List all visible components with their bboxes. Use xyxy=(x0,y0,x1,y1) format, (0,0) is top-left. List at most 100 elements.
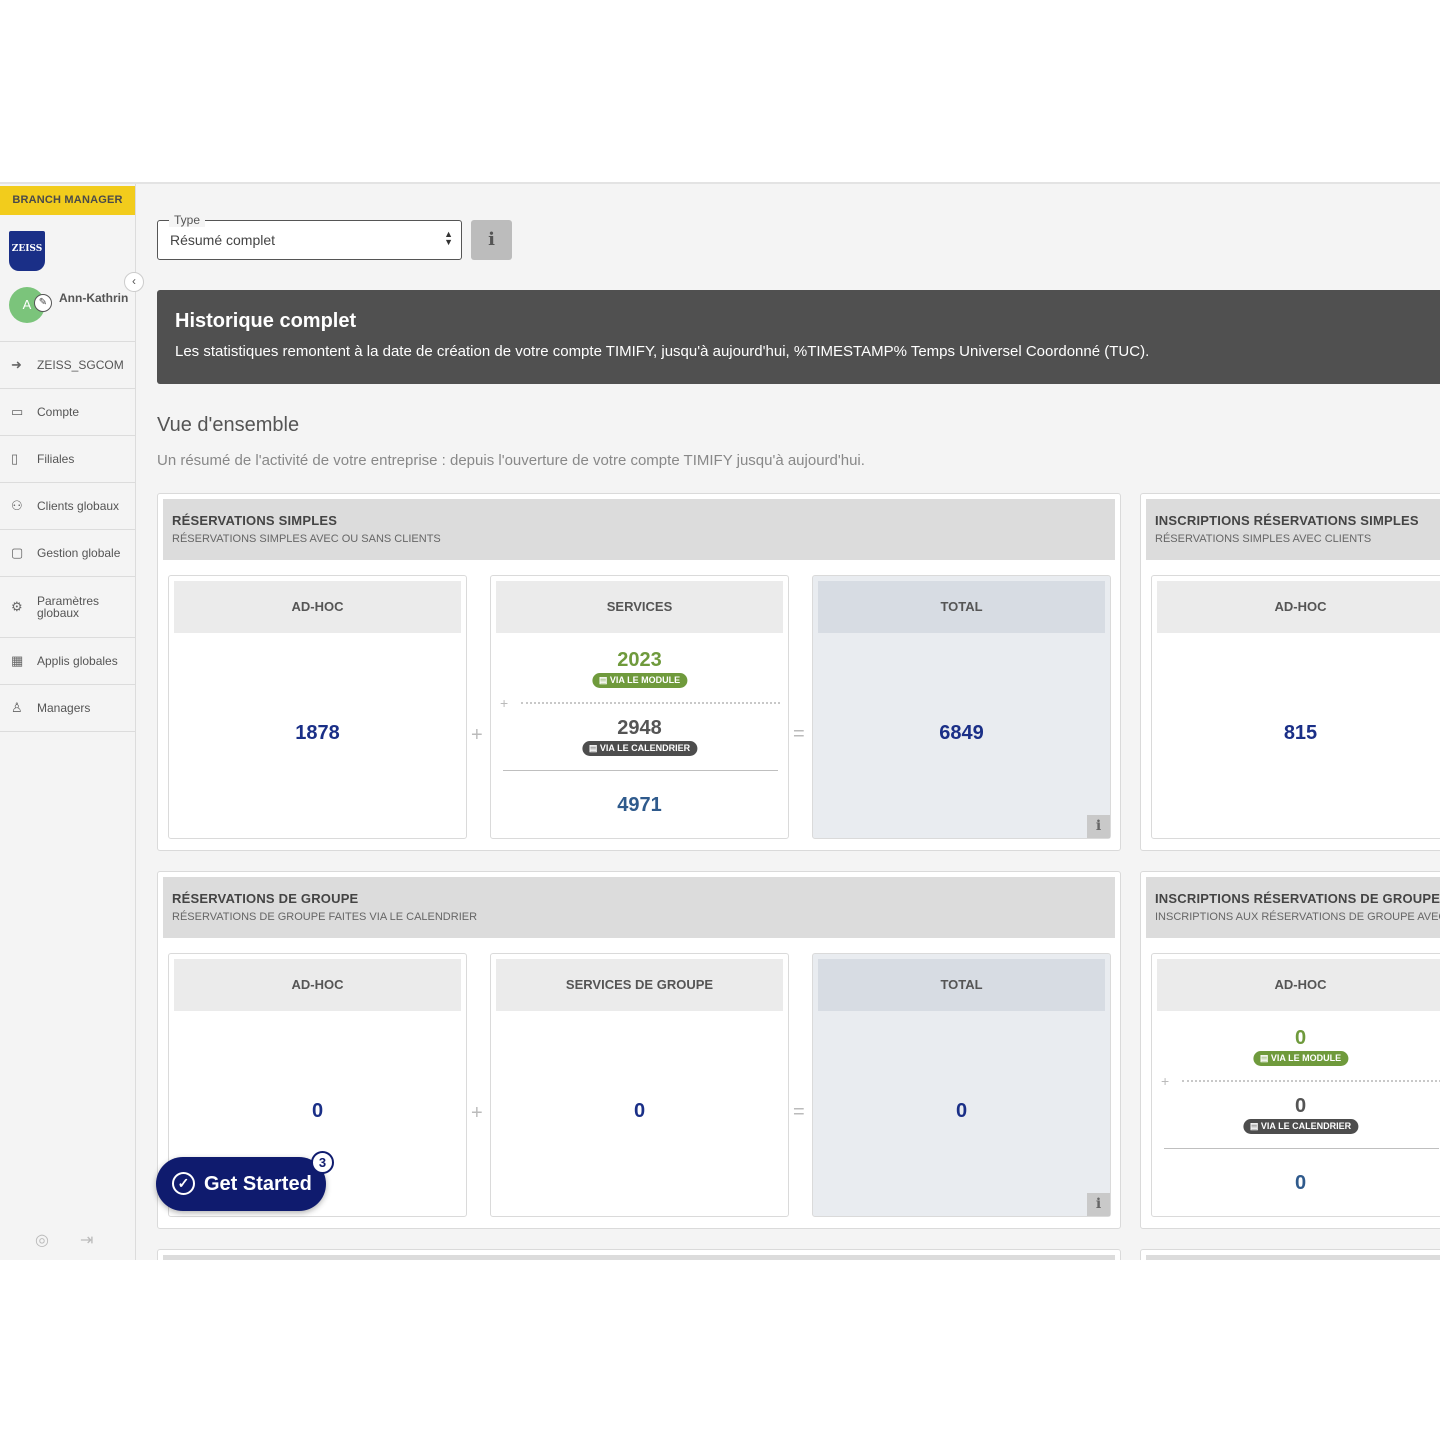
adhoc-value: 815 xyxy=(1283,722,1318,744)
adhoc-card: AD-HOC 1878 xyxy=(168,575,467,839)
calendar-icon: ▤ xyxy=(598,675,610,685)
panel-subtitle: INSCRIPTIONS AUX RÉSERVATIONS DE GROUPE … xyxy=(1155,911,1440,923)
sidebar-item-filiales[interactable]: ▯ Filiales xyxy=(0,436,135,483)
plus-icon: + xyxy=(471,1102,483,1124)
type-select-value: Résumé complet xyxy=(170,232,276,248)
building-icon: ▯ xyxy=(11,451,19,466)
via-module-label: VIA LE MODULE xyxy=(1270,1053,1342,1063)
briefcase-icon: ▭ xyxy=(11,404,24,419)
via-calendar-label: VIA LE CALENDRIER xyxy=(599,743,691,753)
logout-icon[interactable]: ⇥ xyxy=(80,1232,94,1249)
panel-title: RÉSERVATIONS SIMPLES xyxy=(172,513,338,528)
sidebar-item-label: Paramètres globaux xyxy=(37,594,100,620)
collapse-sidebar-button[interactable]: ‹ xyxy=(124,272,144,292)
card-title: AD-HOC xyxy=(1157,581,1440,633)
group-services-card: SERVICES DE GROUPE 0 xyxy=(490,953,789,1217)
card-title: AD-HOC xyxy=(174,959,461,1011)
users-icon: ⚇ xyxy=(11,498,23,513)
sidebar-item-label: Compte xyxy=(37,405,80,419)
info-icon[interactable]: i xyxy=(1087,815,1110,838)
dotted-divider xyxy=(1182,1080,1440,1082)
get-started-count-badge: 3 xyxy=(311,1151,334,1174)
sidebar-item-clients-globaux[interactable]: ⚇ Clients globaux xyxy=(0,483,135,530)
simple-registrations-panel: INSCRIPTIONS RÉSERVATIONS SIMPLES RÉSERV… xyxy=(1140,493,1440,851)
calendar-icon: ▤ xyxy=(588,743,600,753)
panel-subtitle: RÉSERVATIONS SIMPLES AVEC OU SANS CLIENT… xyxy=(172,533,441,545)
via-calendar-badge: ▤ VIA LE CALENDRIER xyxy=(581,741,698,756)
check-circle-icon: ✓ xyxy=(172,1172,195,1195)
panel-header: RÉSERVATIONS DE GROUPE RÉSERVATIONS DE G… xyxy=(163,877,1115,938)
panel-header: INSCRIPTIONS RÉSERVATIONS SIMPLES RÉSERV… xyxy=(1146,499,1440,560)
next-panel xyxy=(157,1249,1121,1260)
sum-divider xyxy=(503,770,778,771)
via-module-label: VIA LE MODULE xyxy=(609,675,681,685)
panel-header xyxy=(163,1255,1115,1260)
type-select[interactable]: Type Résumé complet ▲ ▼ xyxy=(157,213,462,260)
brand-logo[interactable]: ZEISS xyxy=(9,231,45,271)
calendar-value: 0 xyxy=(1294,1095,1307,1117)
sidebar-item-account-switch[interactable]: ➜ ZEISS_SGCOM xyxy=(0,342,135,389)
select-arrows-icon: ▲ ▼ xyxy=(444,229,453,247)
panel-title: INSCRIPTIONS RÉSERVATIONS DE GROUPE xyxy=(1155,891,1440,906)
group-services-value: 0 xyxy=(633,1100,646,1122)
sidebar-item-label: Filiales xyxy=(37,452,75,466)
group-bookings-panel: RÉSERVATIONS DE GROUPE RÉSERVATIONS DE G… xyxy=(157,871,1121,1229)
edit-profile-icon[interactable]: ✎ xyxy=(34,294,52,312)
panel-header: INSCRIPTIONS RÉSERVATIONS DE GROUPE INSC… xyxy=(1146,877,1440,938)
card-title: TOTAL xyxy=(818,959,1105,1011)
sidebar-item-applis-globales[interactable]: ▦ Applis globales xyxy=(0,638,135,685)
adhoc-card: AD-HOC 815 xyxy=(1151,575,1440,839)
role-badge: BRANCH MANAGER xyxy=(0,186,135,215)
adhoc-value: 1878 xyxy=(295,722,340,744)
total-value: 0 xyxy=(955,1100,968,1122)
panel-title: INSCRIPTIONS RÉSERVATIONS SIMPLES xyxy=(1155,513,1419,528)
get-started-label: Get Started xyxy=(204,1173,312,1195)
sidebar-item-gestion-globale[interactable]: ▢ Gestion globale xyxy=(0,530,135,577)
sidebar-nav: ➜ ZEISS_SGCOM ▭ Compte ▯ Filiales ⚇ Clie… xyxy=(0,341,135,732)
adhoc-card: AD-HOC 0 ▤ VIA LE MODULE + 0 ▤ VIA LE CA… xyxy=(1151,953,1440,1217)
banner-text: Les statistiques remontent à la date de … xyxy=(175,343,1150,360)
plus-icon: + xyxy=(471,724,483,746)
panel-title: RÉSERVATIONS DE GROUPE xyxy=(172,891,359,906)
user-name[interactable]: Ann-Kathrin xyxy=(59,291,129,305)
panel-header xyxy=(1146,1255,1440,1260)
sidebar-item-label: Applis globales xyxy=(37,654,118,668)
info-icon[interactable]: i xyxy=(1087,1193,1110,1216)
bag-icon: ▢ xyxy=(11,545,24,560)
equals-icon: = xyxy=(793,723,805,745)
info-button[interactable]: i xyxy=(471,220,512,260)
sum-divider xyxy=(1164,1148,1439,1149)
sidebar-item-parametres-globaux[interactable]: ⚙ Paramètres globaux xyxy=(0,577,135,638)
total-card: TOTAL 0 i xyxy=(812,953,1111,1217)
grid-icon: ▦ xyxy=(11,653,24,668)
card-title: SERVICES DE GROUPE xyxy=(496,959,783,1011)
sidebar: BRANCH MANAGER ZEISS ‹ A ✎ Ann-Kathrin ➜… xyxy=(0,184,144,1260)
total-value: 6849 xyxy=(939,722,984,744)
calendar-value: 2948 xyxy=(617,717,662,739)
arrow-circle-icon: ➜ xyxy=(11,357,22,372)
card-title: SERVICES xyxy=(496,581,783,633)
support-icon[interactable]: ◎ xyxy=(35,1232,49,1249)
panel-header: RÉSERVATIONS SIMPLES RÉSERVATIONS SIMPLE… xyxy=(163,499,1115,560)
sidebar-item-compte[interactable]: ▭ Compte xyxy=(0,389,135,436)
get-started-button[interactable]: ✓ Get Started xyxy=(156,1157,326,1211)
simple-bookings-panel: RÉSERVATIONS SIMPLES RÉSERVATIONS SIMPLE… xyxy=(157,493,1121,851)
equals-icon: = xyxy=(793,1101,805,1123)
plus-icon: + xyxy=(500,695,509,711)
person-icon: ♙ xyxy=(11,700,23,715)
card-title: TOTAL xyxy=(818,581,1105,633)
services-total-value: 4971 xyxy=(617,794,662,816)
module-value: 0 xyxy=(1294,1027,1307,1049)
panel-subtitle: RÉSERVATIONS DE GROUPE FAITES VIA LE CAL… xyxy=(172,911,478,923)
plus-icon: + xyxy=(1161,1073,1170,1089)
via-calendar-label: VIA LE CALENDRIER xyxy=(1260,1121,1352,1131)
type-select-label: Type xyxy=(169,213,206,227)
sidebar-item-label: Clients globaux xyxy=(37,499,120,513)
calendar-icon: ▤ xyxy=(1249,1121,1261,1131)
total-card: TOTAL 6849 i xyxy=(812,575,1111,839)
sidebar-item-label: Gestion globale xyxy=(37,546,121,560)
calendar-icon: ▤ xyxy=(1259,1053,1271,1063)
via-module-badge: ▤ VIA LE MODULE xyxy=(1252,1051,1349,1066)
sidebar-item-managers[interactable]: ♙ Managers xyxy=(0,685,135,732)
via-module-badge: ▤ VIA LE MODULE xyxy=(591,673,688,688)
